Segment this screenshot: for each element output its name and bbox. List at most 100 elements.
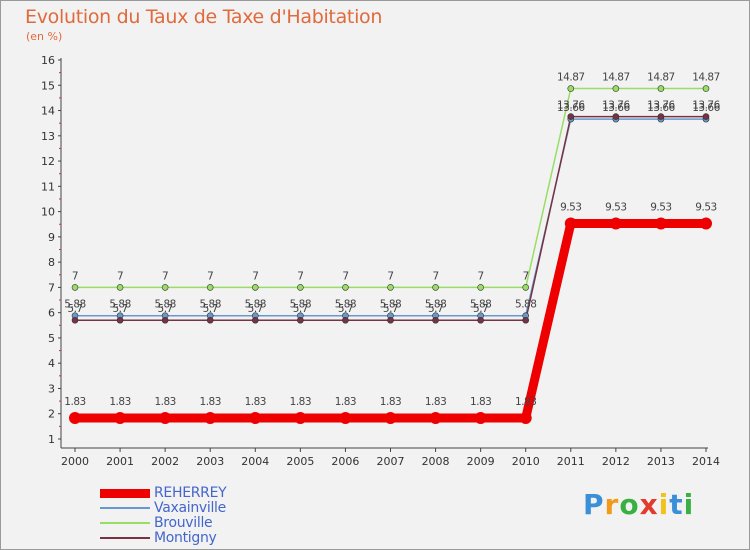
data-label: 13.76 — [647, 100, 675, 112]
data-label: 5.88 — [109, 299, 130, 311]
logo-letter: P — [583, 488, 605, 521]
legend-label: REHERREY — [154, 485, 227, 501]
series-point-brouville — [342, 284, 349, 291]
series-point-brouville — [387, 284, 394, 291]
x-tick-label: 2008 — [422, 455, 450, 468]
y-tick-label: 13 — [41, 130, 55, 143]
x-tick-label: 2010 — [512, 455, 540, 468]
x-tick-label: 2013 — [647, 455, 675, 468]
data-label: 1.83 — [245, 396, 266, 408]
data-label: 7 — [297, 270, 303, 282]
x-tick-label: 2014 — [692, 455, 720, 468]
x-tick-label: 2002 — [151, 455, 179, 468]
series-point-montigny — [657, 113, 665, 120]
series-point-brouville — [116, 284, 124, 291]
data-label: 13.66 — [647, 102, 675, 114]
series-point-brouville — [567, 85, 575, 92]
data-label: 7 — [432, 270, 438, 282]
data-label: 14.87 — [557, 72, 585, 84]
x-tick-label: 2006 — [331, 455, 359, 468]
data-label: 5.88 — [515, 299, 536, 311]
data-label: 7 — [342, 270, 348, 282]
data-label: 1.83 — [290, 396, 311, 408]
data-label: 14.87 — [647, 72, 675, 84]
data-label: 14.87 — [602, 72, 630, 84]
legend-label: Montigny — [154, 530, 217, 546]
series-point-reherrey — [429, 412, 442, 425]
series-point-brouville — [206, 284, 214, 291]
data-label: 13.66 — [557, 102, 585, 114]
logo-letter: t — [669, 488, 684, 521]
series-point-brouville — [657, 85, 665, 92]
legend-label: Vaxainville — [154, 500, 226, 516]
series-point-montigny — [251, 316, 259, 324]
series-point-reherrey — [564, 217, 577, 230]
x-tick-label: 2003 — [196, 455, 224, 468]
data-label: 5.88 — [380, 299, 401, 311]
data-label: 7 — [72, 270, 78, 282]
series-point-brouville — [522, 284, 530, 291]
data-label: 13.66 — [692, 102, 720, 114]
y-tick-label: 8 — [48, 256, 55, 269]
series-point-reherrey — [654, 217, 667, 230]
y-tick-label: 5 — [48, 332, 55, 345]
y-tick-label: 3 — [48, 382, 55, 395]
data-label: 5.7 — [248, 303, 263, 315]
data-label: 7 — [162, 270, 168, 282]
data-label: 5.88 — [425, 299, 446, 311]
series-point-brouville — [612, 85, 620, 92]
data-label: 5.7 — [293, 303, 308, 315]
legend-swatch — [100, 489, 150, 498]
series-point-brouville — [477, 284, 484, 291]
data-label: 1.83 — [335, 396, 356, 408]
y-tick-label: 14 — [41, 105, 55, 118]
data-label: 9.53 — [560, 201, 581, 213]
series-point-brouville — [71, 284, 79, 291]
x-tick-label: 2011 — [557, 455, 585, 468]
series-point-montigny — [567, 113, 575, 120]
data-label: 5.88 — [154, 299, 175, 311]
legend-label: Brouville — [154, 515, 213, 531]
data-label: 5.88 — [470, 299, 491, 311]
data-label: 1.83 — [380, 396, 401, 408]
x-tick-label: 2000 — [61, 455, 89, 468]
data-label: 5.88 — [64, 299, 85, 311]
series-point-montigny — [297, 316, 304, 324]
data-label: 9.53 — [605, 201, 626, 213]
data-label: 1.83 — [470, 396, 491, 408]
legend-swatch — [100, 507, 150, 509]
data-label: 5.88 — [335, 299, 356, 311]
data-label: 9.53 — [695, 201, 716, 213]
data-label: 13.76 — [602, 100, 630, 112]
data-label: 7 — [117, 270, 123, 282]
x-tick-label: 2001 — [106, 455, 134, 468]
data-label: 1.83 — [154, 396, 175, 408]
x-tick-label: 2005 — [286, 455, 314, 468]
y-tick-label: 1 — [48, 433, 55, 446]
series-point-reherrey — [249, 412, 262, 425]
data-label: 13.66 — [602, 102, 630, 114]
logo-letter: r — [604, 488, 620, 521]
data-label: 5.7 — [383, 303, 398, 315]
y-tick-label: 11 — [41, 180, 55, 193]
data-label: 1.83 — [200, 396, 221, 408]
series-point-reherrey — [609, 217, 622, 230]
data-label: 14.87 — [692, 72, 720, 84]
data-label: 13.76 — [557, 100, 585, 112]
series-point-reherrey — [474, 412, 487, 425]
series-point-montigny — [522, 316, 530, 324]
y-tick-label: 15 — [41, 79, 55, 92]
data-label: 5.7 — [203, 303, 218, 315]
y-tick-label: 6 — [48, 307, 55, 320]
y-tick-label: 10 — [41, 206, 55, 219]
series-point-reherrey — [69, 412, 81, 425]
logo-letter: o — [619, 488, 640, 521]
chart-title: Evolution du Taux de Taxe d'Habitation — [25, 6, 383, 28]
data-label: 7 — [478, 270, 484, 282]
x-tick-label: 2009 — [467, 455, 495, 468]
x-tick-label: 2007 — [377, 455, 405, 468]
logo-letter: i — [683, 488, 695, 521]
series-point-montigny — [432, 316, 439, 324]
